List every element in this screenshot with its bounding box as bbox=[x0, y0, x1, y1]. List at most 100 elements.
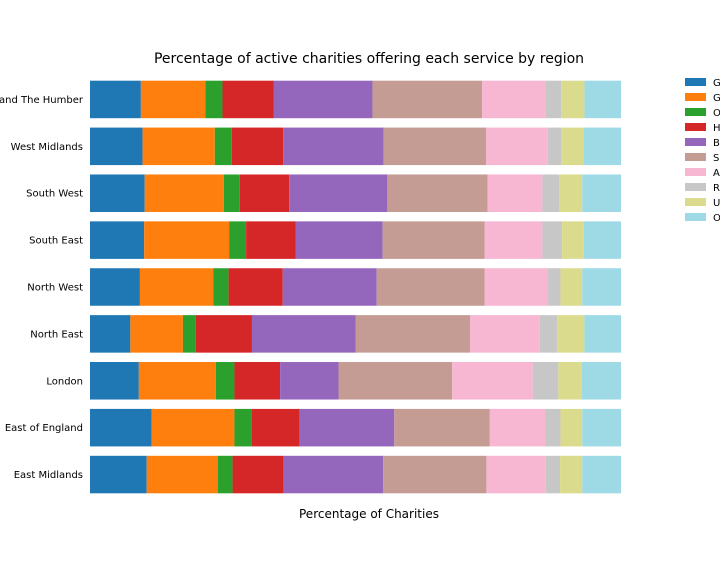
bar-segment-yorkshire-and-the-humber-series-3 bbox=[222, 80, 274, 119]
bar-segment-east-midlands-series-5 bbox=[383, 455, 487, 494]
bar-segment-east-of-england-series-3 bbox=[251, 408, 300, 447]
bar-segment-london-series-8 bbox=[558, 362, 582, 400]
bar-segment-south-west-series-9 bbox=[582, 174, 621, 212]
bar-segment-north-west-series-9 bbox=[582, 268, 621, 306]
bar-segment-north-east-series-8 bbox=[557, 315, 585, 353]
bar-segment-north-east-series-3 bbox=[195, 315, 252, 353]
y-tick-label-east-of-england: East of England bbox=[5, 423, 83, 434]
bar-segment-south-east-series-2 bbox=[229, 221, 247, 259]
bar-segment-west-midlands-series-7 bbox=[547, 127, 561, 166]
bar-segment-south-west-series-1 bbox=[144, 174, 224, 212]
bar-segment-west-midlands-series-5 bbox=[383, 127, 487, 166]
bar-segment-south-east-series-8 bbox=[562, 221, 584, 259]
legend-swatch-5 bbox=[685, 153, 706, 161]
bar-segment-yorkshire-and-the-humber-series-9 bbox=[584, 80, 621, 119]
legend-swatch-2 bbox=[685, 108, 706, 116]
bar-segment-london-series-1 bbox=[138, 362, 216, 400]
y-tick-label-east-midlands: East Midlands bbox=[14, 470, 83, 481]
bar-segment-north-west-series-8 bbox=[560, 268, 583, 306]
legend-label-4: B bbox=[713, 138, 720, 149]
y-tick-label-north-east: North East bbox=[30, 329, 83, 340]
legend-swatch-4 bbox=[685, 138, 706, 146]
bar-segment-south-east-series-5 bbox=[382, 221, 485, 259]
bar-segment-east-of-england-series-0 bbox=[90, 408, 152, 447]
bar-segment-west-midlands-series-9 bbox=[583, 127, 621, 166]
bar-segment-north-west-series-3 bbox=[228, 268, 283, 306]
y-tick-label-south-east: South East bbox=[29, 236, 83, 247]
bar-segment-east-midlands-series-2 bbox=[217, 455, 233, 494]
bar-segment-london-series-3 bbox=[234, 362, 281, 400]
bar-segment-north-west-series-4 bbox=[282, 268, 377, 306]
bar-segment-north-east-series-6 bbox=[470, 315, 540, 353]
bar-segment-east-midlands-series-0 bbox=[90, 455, 147, 494]
y-tick-label-south-west: South West bbox=[26, 189, 83, 200]
bar-segment-north-east-series-9 bbox=[584, 315, 621, 353]
bar-segment-north-west-series-5 bbox=[376, 268, 485, 306]
bar-segment-yorkshire-and-the-humber-series-4 bbox=[273, 80, 373, 119]
bar-segment-north-east-series-0 bbox=[90, 315, 131, 353]
y-tick-label-yorkshire-and-the-humber: Yorkshire and The Humber bbox=[0, 95, 84, 106]
bar-segment-north-east-series-5 bbox=[355, 315, 471, 353]
legend-label-2: O bbox=[713, 108, 720, 119]
bar-segment-west-midlands-series-2 bbox=[214, 127, 232, 166]
chart-title: Percentage of active charities offering … bbox=[154, 51, 584, 67]
bar-segment-west-midlands-series-4 bbox=[283, 127, 384, 166]
bar-segment-south-west-series-3 bbox=[239, 174, 290, 212]
bar-segment-east-midlands-series-3 bbox=[232, 455, 284, 494]
bar-segment-yorkshire-and-the-humber-series-2 bbox=[205, 80, 223, 119]
bar-segment-south-west-series-6 bbox=[487, 174, 543, 212]
bar-segment-west-midlands-series-6 bbox=[486, 127, 548, 166]
legend-label-3: H bbox=[713, 123, 720, 134]
y-tick-label-west-midlands: West Midlands bbox=[11, 142, 83, 153]
legend-swatch-3 bbox=[685, 123, 706, 131]
bar-segment-south-east-series-3 bbox=[246, 221, 296, 259]
bar-segment-west-midlands-series-1 bbox=[142, 127, 215, 166]
bar-segment-south-east-series-7 bbox=[542, 221, 563, 259]
bar-segment-south-east-series-6 bbox=[484, 221, 543, 259]
bar-segment-yorkshire-and-the-humber-series-8 bbox=[561, 80, 585, 119]
bar-segment-south-east-series-4 bbox=[295, 221, 383, 259]
bar-segment-east-of-england-series-6 bbox=[489, 408, 546, 447]
bar-segment-east-midlands-series-8 bbox=[560, 455, 583, 494]
bar-segment-london-series-4 bbox=[280, 362, 339, 400]
bar-segment-south-east-series-0 bbox=[90, 221, 145, 259]
bar-segment-east-of-england-series-4 bbox=[299, 408, 395, 447]
y-tick-labels: East Midlands East of England London North … bbox=[0, 95, 84, 481]
bar-segment-south-west-series-8 bbox=[559, 174, 583, 212]
legend-label-6: A bbox=[713, 168, 720, 179]
bar-segment-north-west-series-1 bbox=[139, 268, 214, 306]
bar-segment-north-east-series-7 bbox=[539, 315, 558, 353]
legend-label-9: O bbox=[713, 213, 720, 224]
bar-segment-london-series-0 bbox=[90, 362, 139, 400]
x-axis-label: Percentage of Charities bbox=[299, 507, 439, 521]
legend-label-5: S bbox=[713, 153, 719, 164]
legend-label-1: G bbox=[713, 93, 720, 104]
bar-segment-north-east-series-4 bbox=[251, 315, 356, 353]
bar-segment-east-of-england-series-8 bbox=[560, 408, 583, 447]
legend-swatch-1 bbox=[685, 93, 706, 101]
bar-segment-west-midlands-series-8 bbox=[561, 127, 584, 166]
bar-segment-london-series-6 bbox=[452, 362, 533, 400]
bar-segment-east-of-england-series-7 bbox=[545, 408, 561, 447]
legend-swatch-0 bbox=[685, 78, 706, 86]
bar-segment-south-west-series-4 bbox=[289, 174, 388, 212]
bar-segment-london-series-9 bbox=[581, 362, 621, 400]
bars-group bbox=[90, 80, 621, 494]
legend-swatch-6 bbox=[685, 168, 706, 176]
bar-segment-east-midlands-series-4 bbox=[283, 455, 384, 494]
bar-segment-north-west-series-2 bbox=[213, 268, 229, 306]
legend-label-7: R bbox=[713, 183, 720, 194]
legend-swatch-8 bbox=[685, 198, 706, 206]
bar-segment-north-east-series-2 bbox=[182, 315, 196, 353]
bar-segment-yorkshire-and-the-humber-series-0 bbox=[90, 80, 141, 119]
bar-segment-north-west-series-7 bbox=[547, 268, 561, 306]
y-tick-label-north-west: North West bbox=[27, 283, 83, 294]
bar-segment-south-west-series-0 bbox=[90, 174, 145, 212]
bar-segment-east-of-england-series-5 bbox=[394, 408, 490, 447]
bar-segment-south-west-series-7 bbox=[542, 174, 560, 212]
bar-segment-north-west-series-0 bbox=[90, 268, 140, 306]
bar-segment-north-east-series-1 bbox=[130, 315, 183, 353]
bar-segment-yorkshire-and-the-humber-series-7 bbox=[545, 80, 562, 119]
